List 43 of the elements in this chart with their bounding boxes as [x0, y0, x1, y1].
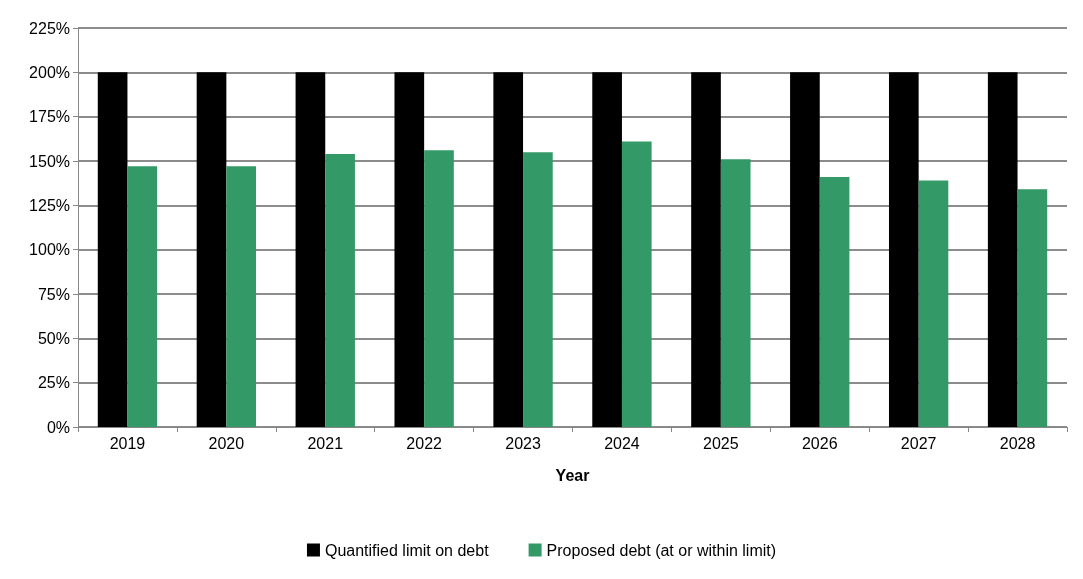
y-tick-label: 100% [29, 241, 70, 259]
bar [1017, 189, 1048, 427]
bar [295, 72, 326, 427]
bar [819, 176, 850, 427]
x-tick-label: 2021 [307, 434, 344, 452]
bar [424, 150, 454, 427]
bar [493, 72, 524, 427]
bar [888, 72, 919, 427]
x-tick-label: 2027 [900, 434, 937, 452]
bar [720, 159, 751, 427]
x-tick-label: 2023 [505, 434, 541, 452]
legend-label: Quantified limit on debt [324, 541, 490, 559]
y-tick-label: 225% [29, 19, 70, 37]
x-tick-label: 2024 [604, 434, 640, 452]
x-tick-label: 2025 [703, 434, 739, 452]
bar [523, 152, 553, 427]
bar [394, 72, 425, 427]
y-tick-label: 125% [29, 196, 70, 214]
bar [790, 72, 820, 427]
x-tick-label: 2020 [208, 434, 245, 452]
y-tick-label: 50% [37, 329, 70, 347]
x-tick-label: 2022 [406, 434, 443, 452]
bar [987, 72, 1018, 427]
x-tick-label: 2028 [999, 434, 1036, 452]
y-tick-label: 0% [46, 418, 70, 436]
bar [226, 166, 257, 427]
y-tick-label: 200% [29, 63, 70, 81]
bar [325, 153, 355, 427]
y-tick-label: 25% [37, 374, 70, 392]
bar [621, 141, 652, 427]
y-tick-label: 150% [29, 152, 70, 170]
x-tick-label: 2019 [109, 434, 146, 452]
bar [918, 180, 949, 427]
x-axis-title: Year [555, 466, 590, 484]
bar [127, 166, 158, 427]
bar [592, 72, 622, 427]
legend-label: Proposed debt (at or within limit) [546, 541, 777, 559]
x-tick-label: 2026 [801, 434, 838, 452]
bar [97, 72, 128, 427]
bar [691, 72, 721, 427]
y-tick-label: 75% [37, 285, 70, 303]
bar [196, 72, 227, 427]
y-tick-label: 175% [29, 108, 70, 126]
